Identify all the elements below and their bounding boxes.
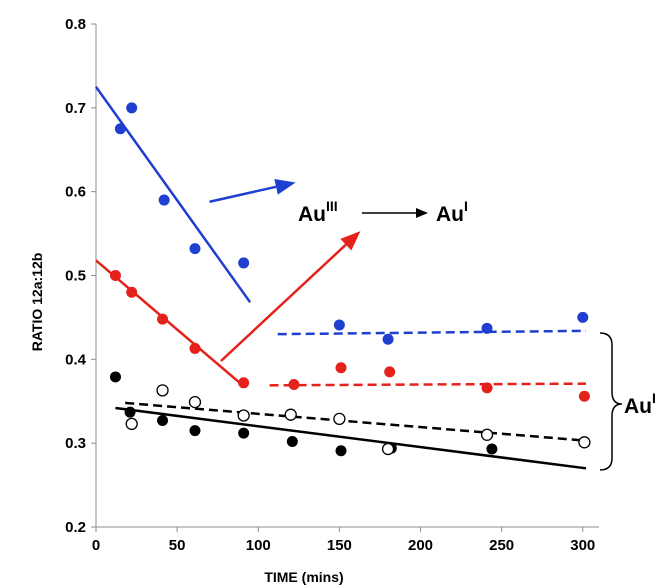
y-tick-label-0: 0.2 bbox=[65, 519, 86, 536]
data-point-0-3 bbox=[189, 243, 201, 255]
data-point-2-1 bbox=[124, 406, 136, 418]
x-axis-title: TIME (mins) bbox=[264, 569, 343, 585]
x-tick-label-5: 250 bbox=[489, 537, 514, 554]
arrow-shaft-0 bbox=[209, 185, 277, 203]
data-point-1-8 bbox=[481, 382, 493, 394]
fit-line-3-0 bbox=[125, 401, 587, 442]
data-point-3-2 bbox=[188, 395, 202, 409]
data-point-1-1 bbox=[126, 286, 138, 298]
fit-line-2-0 bbox=[115, 406, 587, 470]
data-point-3-1 bbox=[156, 384, 169, 397]
x-tick-label-6: 300 bbox=[570, 537, 595, 554]
annotation-arrows bbox=[209, 179, 361, 362]
data-point-1-5 bbox=[288, 378, 300, 390]
data-point-3-3 bbox=[237, 409, 250, 422]
arrow-head-0 bbox=[274, 179, 296, 195]
reaction-arrow bbox=[362, 208, 428, 218]
data-point-1-4 bbox=[238, 377, 250, 389]
x-tick-label-1: 50 bbox=[169, 537, 186, 554]
data-point-1-2 bbox=[157, 313, 169, 325]
bracket-label: AuI bbox=[624, 390, 656, 418]
data-point-2-5 bbox=[286, 435, 298, 447]
arrow-shaft-1 bbox=[220, 243, 347, 362]
data-point-1-7 bbox=[384, 366, 396, 378]
data-point-2-2 bbox=[157, 415, 169, 427]
data-point-3-4 bbox=[284, 408, 297, 421]
x-tick-label-4: 200 bbox=[408, 537, 433, 554]
reaction-label-left: AuIII bbox=[298, 198, 338, 226]
data-point-0-0 bbox=[114, 123, 126, 135]
curly-bracket bbox=[599, 332, 623, 471]
data-point-0-7 bbox=[481, 322, 493, 334]
data-point-1-3 bbox=[189, 342, 201, 354]
data-point-3-6 bbox=[381, 442, 395, 456]
fit-lines bbox=[94, 86, 587, 470]
y-axis-title: RATIO 12a:12b bbox=[29, 253, 45, 352]
data-point-0-6 bbox=[382, 333, 394, 345]
data-point-2-6 bbox=[335, 445, 347, 457]
data-point-2-4 bbox=[238, 427, 250, 439]
data-point-2-0 bbox=[109, 371, 121, 383]
y-tick-label-2: 0.4 bbox=[65, 351, 87, 368]
data-point-3-8 bbox=[578, 436, 591, 449]
data-point-1-0 bbox=[109, 270, 121, 281]
y-tick-label-1: 0.3 bbox=[65, 435, 86, 452]
reaction-label-right: AuI bbox=[436, 198, 468, 226]
arrow-head-1 bbox=[340, 231, 361, 251]
data-point-3-0 bbox=[125, 417, 138, 431]
data-point-0-2 bbox=[158, 194, 170, 206]
data-point-1-6 bbox=[335, 362, 347, 374]
axes: 0.2 0.3 0.4 0.5 0.6 0.7 0.8 0 50 100 150 200 250 300 bbox=[65, 16, 599, 554]
data-point-1-9 bbox=[578, 390, 590, 402]
data-point-0-4 bbox=[238, 257, 250, 269]
fit-line-0-1 bbox=[277, 329, 587, 336]
x-tick-label-3: 150 bbox=[327, 537, 352, 554]
fit-line-1-1 bbox=[269, 382, 587, 387]
data-point-0-5 bbox=[333, 319, 345, 331]
fit-line-1-0 bbox=[95, 259, 245, 388]
data-point-0-8 bbox=[577, 311, 589, 323]
x-tick-label-2: 100 bbox=[246, 537, 271, 554]
y-tick-label-4: 0.6 bbox=[65, 184, 86, 201]
data-point-2-8 bbox=[486, 443, 498, 455]
data-points bbox=[109, 102, 591, 457]
y-tick-label-5: 0.7 bbox=[65, 100, 86, 117]
data-point-2-3 bbox=[189, 425, 201, 437]
y-tick-label-6: 0.8 bbox=[65, 16, 86, 33]
data-point-3-7 bbox=[480, 428, 494, 441]
x-tick-label-0: 0 bbox=[92, 537, 100, 554]
fit-line-0-0 bbox=[94, 86, 252, 304]
data-point-0-1 bbox=[126, 102, 138, 114]
data-point-3-5 bbox=[333, 412, 346, 426]
y-tick-label-3: 0.5 bbox=[65, 268, 86, 285]
